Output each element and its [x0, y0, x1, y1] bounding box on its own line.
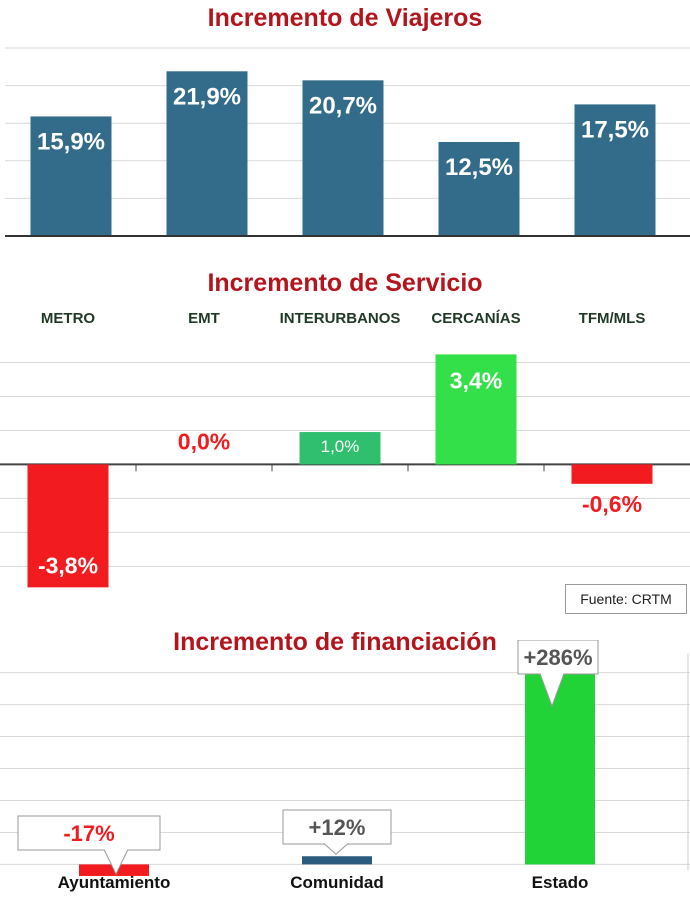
chart-financiacion: -17% Ayuntamiento +12% Comunidad +286% Estado: [0, 640, 690, 892]
category-label-ayuntamiento: Ayuntamiento: [58, 873, 171, 892]
value-label-comunidad: +12%: [309, 815, 366, 840]
callout-comunidad: +12%: [282, 809, 392, 855]
value-label-metro: -3,8%: [38, 552, 98, 578]
value-label-tfm-mls: -0,6%: [582, 491, 642, 517]
value-label-emt: 0,0%: [178, 428, 230, 454]
bars: -17% Ayuntamiento +12% Comunidad +286% Estado: [17, 640, 599, 892]
bar-metro: [30, 116, 112, 236]
value-label-cercanias: 12,5%: [445, 154, 513, 181]
category-label-tfm: TFM/MLS: [578, 310, 646, 327]
chart-title-servicio: Incremento de Servicio: [207, 269, 483, 297]
callout-estado: +286%: [517, 640, 599, 708]
callout-pointer: [103, 849, 129, 876]
value-label-interurbanos: 20,7%: [309, 92, 377, 119]
bar-emt: [166, 71, 248, 236]
callout-box: [17, 815, 161, 851]
source-note: Fuente: CRTM: [565, 584, 687, 614]
bar-interurbanos: [302, 80, 384, 236]
category-label-estado: Estado: [532, 873, 589, 892]
bars: -3,8% 0,0% 1,0% 3,4% -0,6%: [27, 354, 653, 588]
bar-cercanias: [435, 354, 517, 465]
value-label-ayuntamiento: -17%: [63, 821, 114, 846]
bar-comunidad: [302, 856, 372, 865]
value-label-estado: +286%: [523, 645, 592, 670]
category-label-cercanias: CERCANÍAS: [431, 310, 521, 327]
callout-pointer: [539, 673, 565, 708]
chart-viajeros: 15,9% 21,9% 20,7% 12,5% 17,5%: [5, 47, 690, 237]
category-label-interurbanos: INTERURBANOS: [279, 310, 401, 327]
chart-title-financiacion: Incremento de financiación: [173, 628, 497, 656]
category-label-emt: EMT: [188, 310, 220, 327]
value-label-emt: 21,9%: [173, 83, 241, 110]
callout-ayuntamiento: -17%: [17, 815, 161, 876]
callout-box: [282, 809, 392, 845]
value-label-cercanias: 3,4%: [450, 367, 502, 393]
bar-tfm-mls: [574, 104, 656, 237]
value-label-tfm-mls: 17,5%: [581, 116, 649, 143]
chart-title-viajeros: Incremento de Viajeros: [207, 4, 483, 32]
bar-estado: [525, 669, 595, 865]
callout-pointer: [323, 843, 349, 855]
callout-box: [517, 640, 599, 675]
bar-cercanias: [438, 142, 520, 236]
category-label-metro: METRO: [40, 310, 96, 327]
bar-tfm-mls: [571, 464, 653, 484]
bar-interurbanos: [299, 432, 381, 465]
value-label-metro: 15,9%: [37, 128, 105, 155]
chart-servicio: -3,8% 0,0% 1,0% 3,4% -0,6%: [0, 354, 690, 588]
value-label-interurbanos: 1,0%: [321, 437, 360, 456]
category-label-comunidad: Comunidad: [290, 873, 384, 892]
bar-metro: [27, 464, 109, 588]
bars: 15,9% 21,9% 20,7% 12,5% 17,5%: [5, 71, 690, 237]
